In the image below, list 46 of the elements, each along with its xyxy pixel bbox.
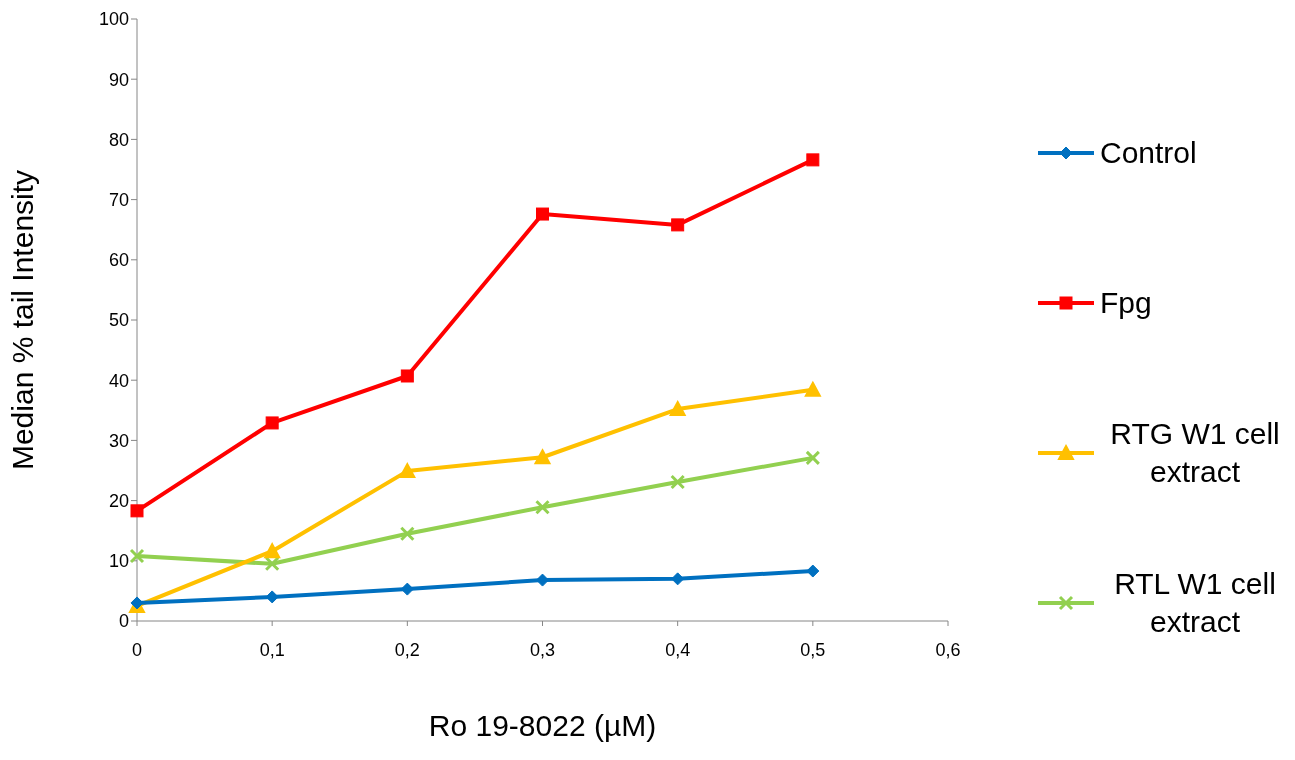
point (669, 401, 686, 417)
point (806, 564, 820, 578)
point (806, 153, 820, 167)
point (265, 416, 279, 430)
point (399, 463, 416, 479)
legend-label: RTL W1 cell extract (1113, 566, 1277, 640)
y-tick-label: 80 (108, 129, 129, 150)
legend-label: Control (1100, 135, 1197, 171)
x-tick-label: 0,3 (529, 639, 556, 660)
point (265, 590, 279, 604)
point (804, 381, 821, 397)
point (264, 543, 281, 559)
legend-label: RTG W1 cell extract (1109, 416, 1281, 490)
point (399, 526, 415, 542)
x-tick-label: 0,6 (935, 639, 961, 660)
point (671, 218, 685, 232)
point (805, 450, 821, 466)
y-tick-label: 70 (108, 189, 129, 210)
point (129, 548, 145, 564)
point (535, 499, 550, 515)
x-tick-label: 0 (131, 639, 143, 660)
point (130, 504, 144, 518)
y-tick-label: 0 (118, 611, 129, 632)
point (670, 474, 686, 490)
y-tick-label: 10 (108, 551, 129, 572)
x-tick-label: 0,2 (394, 639, 420, 660)
y-tick-label: 100 (98, 9, 129, 30)
point (671, 572, 685, 586)
y-tick-label: 60 (108, 250, 129, 271)
point (264, 556, 280, 572)
y-axis-title: Median % tail Intensity (5, 169, 39, 471)
x-axis-title: Ro 19-8022 (µM) (428, 709, 657, 742)
point (400, 582, 414, 596)
point (536, 207, 549, 221)
point (536, 573, 549, 587)
x-tick-label: 0,1 (259, 639, 285, 660)
x-tick-label: 0,5 (800, 639, 826, 660)
y-tick-label: 90 (108, 69, 129, 90)
point (400, 369, 414, 383)
y-tick-label: 30 (108, 430, 129, 451)
point (534, 449, 551, 465)
y-tick-label: 50 (108, 310, 129, 331)
y-tick-label: 40 (108, 370, 129, 391)
y-tick-label: 20 (108, 490, 129, 511)
legend-label: Fpg (1100, 285, 1152, 321)
x-tick-label: 0,4 (665, 639, 691, 660)
